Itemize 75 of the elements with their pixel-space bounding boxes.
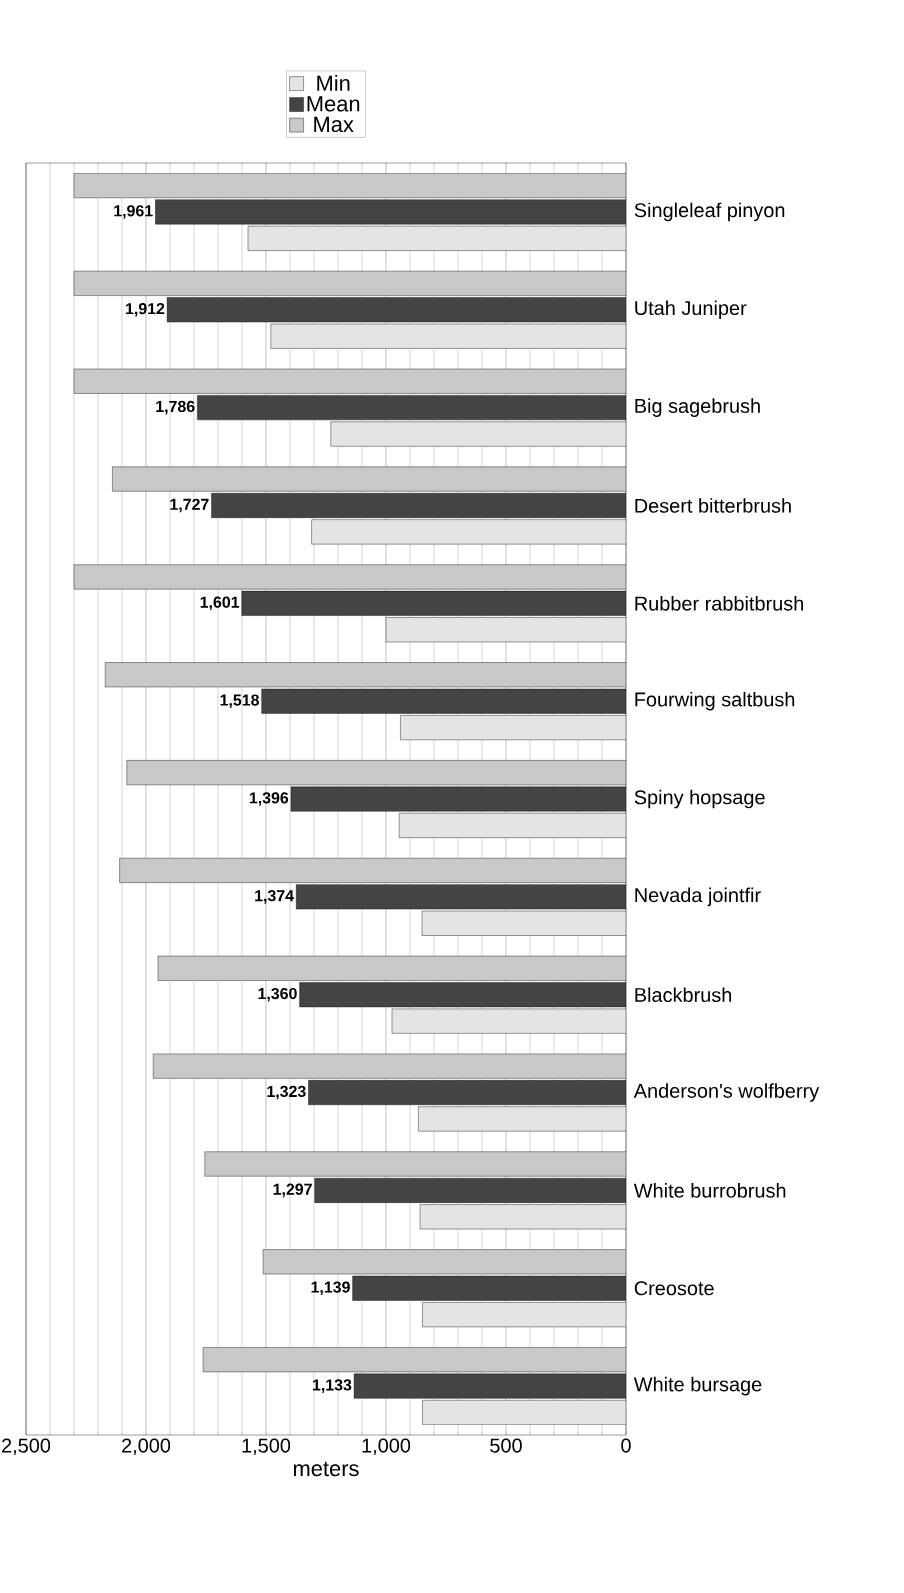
bar: [204, 1151, 626, 1177]
bar: [290, 786, 626, 812]
y-tick-label: Spiny hopsage: [634, 789, 765, 809]
bar: [421, 910, 626, 936]
bar: [157, 955, 626, 981]
bar: [73, 564, 626, 590]
bar: [353, 1373, 626, 1399]
data-label: 1,601: [200, 596, 240, 611]
data-label: 1,961: [114, 205, 153, 219]
bar: [270, 323, 626, 349]
bar: [155, 199, 626, 225]
bar: [73, 368, 626, 394]
x-tick-label: 0: [621, 1438, 631, 1453]
y-tick-label: Anderson's wolfberry: [633, 1083, 820, 1102]
bar: [153, 1053, 626, 1079]
y-tick-label: White bursage: [633, 1376, 762, 1396]
bar: [247, 225, 626, 251]
y-tick-label: Nevada jointfir: [635, 887, 761, 907]
bar: [419, 1204, 626, 1230]
bar: [418, 1106, 626, 1132]
y-tick-label: White burrobrush: [633, 1183, 786, 1198]
y-tick-label: Big sagebrush: [635, 398, 760, 417]
bar: [105, 662, 626, 688]
x-tick-label: 2,000: [122, 1438, 171, 1455]
x-tick-label: 2,500: [2, 1438, 51, 1455]
y-tick-label: Creosote: [634, 1281, 714, 1296]
data-label: 1,360: [258, 987, 297, 1002]
legend-label: Min: [317, 74, 350, 91]
bar: [391, 1008, 626, 1034]
bar: [308, 1080, 626, 1105]
bar: [261, 688, 626, 714]
y-tick-label: Utah Juniper: [635, 300, 747, 320]
bar: [330, 421, 626, 447]
bar: [112, 466, 626, 492]
bar: [399, 813, 626, 838]
x-tick-label: 1,500: [242, 1438, 291, 1455]
bar: [314, 1177, 626, 1203]
y-tick-label: Rubber rabbitbrush: [635, 596, 803, 611]
data-label: 1,323: [267, 1085, 306, 1100]
y-tick-label: Singleleaf pinyon: [634, 202, 785, 222]
bar: [311, 519, 626, 545]
bar: [296, 884, 626, 910]
x-axis-title: meters: [293, 1461, 359, 1477]
data-label: 1,912: [126, 302, 165, 317]
bar: [73, 270, 626, 296]
bar: [299, 982, 626, 1008]
bar: [241, 590, 626, 616]
bar: [422, 1302, 626, 1328]
bar: [119, 858, 626, 883]
bar: [126, 760, 626, 786]
bar: [262, 1249, 626, 1275]
y-tick-label: Blackbrush: [635, 987, 732, 1003]
data-label: 1,139: [311, 1281, 350, 1296]
bar: [422, 1400, 626, 1425]
x-tick-label: 500: [490, 1438, 522, 1453]
legend-label: Max: [314, 116, 354, 133]
data-label: 1,374: [255, 890, 294, 904]
data-label: 1,518: [220, 694, 259, 708]
y-tick-label: Desert bitterbrush: [635, 498, 791, 513]
bar: [385, 617, 626, 643]
data-label: 1,297: [273, 1183, 312, 1198]
bar: [197, 395, 626, 421]
data-label: 1,133: [312, 1379, 352, 1393]
data-label: 1,786: [156, 400, 195, 415]
bar: [352, 1275, 626, 1301]
bar: [166, 297, 626, 323]
bar: [211, 493, 626, 518]
data-label: 1,727: [170, 498, 209, 513]
bar: [202, 1347, 626, 1373]
bar: [400, 715, 626, 741]
legend-label: Mean: [307, 96, 360, 112]
data-label: 1,396: [249, 792, 289, 806]
y-tick-label: Fourwing saltbush: [635, 691, 795, 711]
x-tick-label: 1,000: [362, 1438, 411, 1455]
bar: [73, 173, 626, 198]
